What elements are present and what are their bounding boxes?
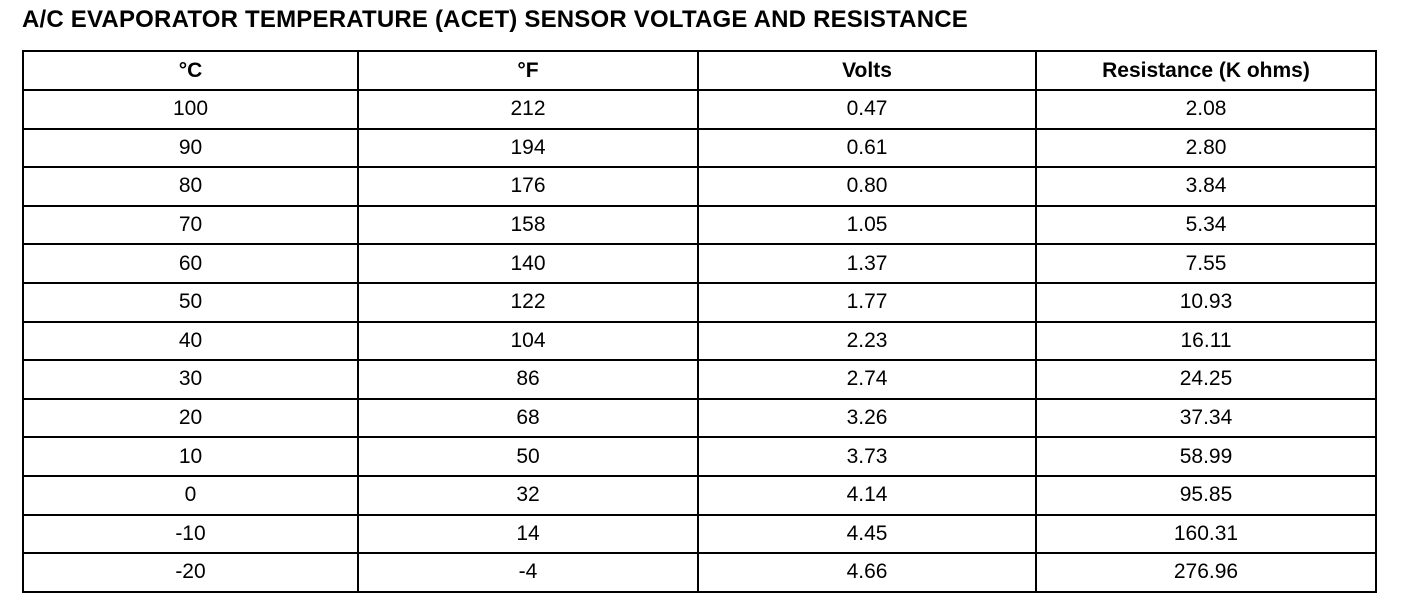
table-cell: -10 [22,513,359,555]
table-cell: 16.11 [1035,320,1377,362]
table-cell: 68 [357,397,699,439]
table-cell: 1.77 [697,281,1037,323]
table-cell: 158 [357,204,699,246]
table-cell: 3.73 [697,436,1037,477]
table-row: 100 212 0.47 2.08 [22,89,1377,130]
table-cell: 2.80 [1035,127,1377,169]
table-row: 20 68 3.26 37.34 [22,397,1377,439]
column-header: °C [22,50,359,91]
table-cell: 140 [357,243,699,284]
table-cell: 70 [22,204,359,246]
table-cell: 122 [357,281,699,323]
table-cell: 2.08 [1035,89,1377,130]
table-cell: 1.05 [697,204,1037,246]
table-row: 0 32 4.14 95.85 [22,474,1377,516]
table-cell: 0.80 [697,166,1037,207]
table-cell: 86 [357,359,699,400]
table-cell: 212 [357,89,699,130]
table-cell: 0.61 [697,127,1037,169]
table-cell: 160.31 [1035,513,1377,555]
table-cell: 2.23 [697,320,1037,362]
table-cell: 37.34 [1035,397,1377,439]
table-cell: 5.34 [1035,204,1377,246]
table-cell: 30 [22,359,359,400]
table-cell: 7.55 [1035,243,1377,284]
data-table: °C °F Volts Resistance (K ohms) 100 212 0.47 2… [22,50,1377,593]
table-row: 50 122 1.77 10.93 [22,281,1377,323]
table-cell: 60 [22,243,359,284]
table-cell: 40 [22,320,359,362]
table-cell: 50 [22,281,359,323]
table-cell: 276.96 [1035,552,1377,593]
table-cell: 1.37 [697,243,1037,284]
table-cell: 4.14 [697,474,1037,516]
header-row: °C °F Volts Resistance (K ohms) [22,50,1377,91]
table-cell: 10 [22,436,359,477]
table-cell: 14 [357,513,699,555]
table-cell: 2.74 [697,359,1037,400]
table-cell: 104 [357,320,699,362]
table-body: 100 212 0.47 2.08 90 194 0.61 2.80 80 176 0.80 3.84… [22,89,1377,593]
table-row: 30 86 2.74 24.25 [22,359,1377,400]
table-cell: 4.66 [697,552,1037,593]
table-row: 10 50 3.73 58.99 [22,436,1377,477]
table-cell: 100 [22,89,359,130]
column-header: °F [357,50,699,91]
table-cell: 194 [357,127,699,169]
table-row: 90 194 0.61 2.80 [22,127,1377,169]
table-row: 70 158 1.05 5.34 [22,204,1377,246]
table-cell: 3.84 [1035,166,1377,207]
table-cell: 95.85 [1035,474,1377,516]
table-row: 60 140 1.37 7.55 [22,243,1377,284]
table-cell: 50 [357,436,699,477]
table-row: -10 14 4.45 160.31 [22,513,1377,555]
table-row: -20 -4 4.66 276.96 [22,552,1377,593]
table-cell: 176 [357,166,699,207]
table-cell: 4.45 [697,513,1037,555]
column-header: Volts [697,50,1037,91]
table-cell: 20 [22,397,359,439]
table-cell: -20 [22,552,359,593]
table-row: 40 104 2.23 16.11 [22,320,1377,362]
table-cell: 90 [22,127,359,169]
table-cell: 10.93 [1035,281,1377,323]
table-cell: 0.47 [697,89,1037,130]
table-cell: 32 [357,474,699,516]
table-cell: 0 [22,474,359,516]
table-row: 80 176 0.80 3.84 [22,166,1377,207]
column-header: Resistance (K ohms) [1035,50,1377,91]
table-cell: -4 [357,552,699,593]
table-title: A/C EVAPORATOR TEMPERATURE (ACET) SENSOR… [22,6,968,33]
table-cell: 3.26 [697,397,1037,439]
table-cell: 24.25 [1035,359,1377,400]
table-cell: 80 [22,166,359,207]
table-cell: 58.99 [1035,436,1377,477]
